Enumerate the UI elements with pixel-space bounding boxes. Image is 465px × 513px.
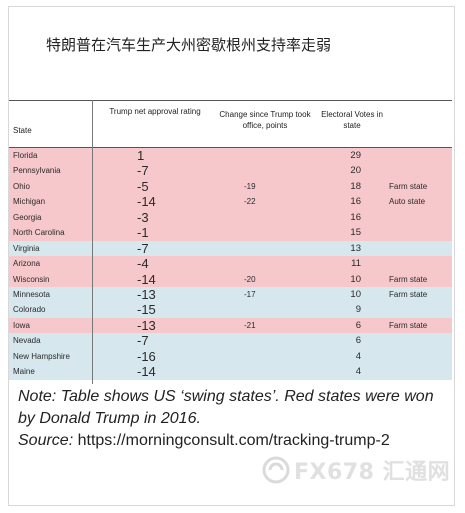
net-approval-cell: -16 — [137, 348, 156, 364]
column-divider — [92, 100, 93, 384]
state-cell: Nevada — [13, 336, 41, 346]
change-cell: -21 — [244, 320, 256, 330]
page-title: 特朗普在汽车生产大州密歇根州支持率走弱 — [46, 36, 332, 54]
source-line: Source: https://morningconsult.com/track… — [18, 430, 438, 452]
electoral-votes-cell: 29 — [350, 150, 361, 161]
state-cell: Colorado — [13, 305, 46, 315]
change-cell: -19 — [244, 181, 256, 191]
net-approval-cell: -14 — [137, 194, 156, 210]
swing-states-table: State Trump net approval rating Change s… — [9, 100, 452, 380]
state-cell: Pennsylvania — [13, 166, 61, 176]
table-row: Michigan -14 -22 16 Auto state — [9, 194, 452, 210]
electoral-votes-cell: 16 — [350, 211, 361, 223]
change-cell: -20 — [244, 274, 256, 284]
electoral-votes-cell: 10 — [350, 288, 361, 300]
state-cell: Maine — [13, 367, 35, 377]
header-state: State — [13, 126, 32, 135]
state-cell: Arizona — [13, 259, 41, 269]
net-approval-cell: -15 — [137, 302, 156, 318]
net-approval-cell: -7 — [137, 333, 149, 349]
net-approval-cell: 1 — [137, 148, 145, 163]
state-note-cell: Farm state — [389, 289, 428, 299]
electoral-votes-cell: 20 — [350, 165, 361, 177]
table-row: Iowa -13 -21 6 Farm state — [9, 317, 452, 334]
state-cell: New Hampshire — [13, 351, 70, 361]
change-cell: -17 — [244, 289, 256, 299]
electoral-votes-cell: 6 — [355, 319, 361, 331]
electoral-votes-cell: 13 — [350, 242, 361, 254]
table-body: Florida 1 29 Pennsylvania -7 20 Ohio -5 -19 18 Far… — [9, 148, 452, 380]
net-approval-cell: -7 — [137, 163, 149, 179]
table-row: Minnesota -13 -17 10 Farm state — [9, 286, 452, 303]
footnote: Note: Table shows US ‘swing states’. Red… — [18, 386, 438, 452]
watermark-text: FX678 汇通网 — [294, 460, 451, 485]
state-note-cell: Farm state — [389, 274, 428, 284]
state-cell: Wisconsin — [13, 274, 50, 284]
note-text: Note: Table shows US ‘swing states’. Red… — [18, 388, 434, 427]
table-row: Nevada -7 6 — [9, 333, 452, 349]
state-cell: Iowa — [13, 320, 30, 330]
table-row: Arizona -4 11 — [9, 256, 452, 272]
table-row: Colorado -15 9 — [9, 302, 452, 318]
net-approval-cell: -13 — [137, 286, 156, 302]
header-net-approval: Trump net approval rating — [109, 107, 201, 116]
state-cell: Georgia — [13, 212, 42, 222]
table-row: Florida 1 29 — [9, 148, 452, 164]
state-cell: Minnesota — [13, 289, 50, 299]
net-approval-cell: -4 — [137, 256, 149, 272]
header-electoral-votes: Electoral Votes in state — [321, 110, 383, 130]
table-row: Wisconsin -14 -20 10 Farm state — [9, 271, 452, 287]
net-approval-cell: -7 — [137, 240, 149, 256]
state-cell: North Carolina — [13, 228, 65, 238]
state-cell: Florida — [13, 151, 38, 160]
fx678-logo-icon — [262, 456, 290, 484]
table-row: Virginia -7 13 — [9, 240, 452, 257]
table-row: Maine -14 4 — [9, 364, 452, 380]
state-cell: Virginia — [13, 243, 40, 253]
electoral-votes-cell: 6 — [355, 335, 361, 347]
electoral-votes-cell: 4 — [355, 366, 361, 378]
net-approval-cell: -5 — [137, 178, 149, 194]
net-approval-cell: -14 — [137, 271, 156, 287]
electoral-votes-cell: 10 — [350, 273, 361, 285]
header-change: Change since Trump took office, points — [219, 110, 311, 130]
source-label: Source: — [18, 432, 74, 449]
source-link[interactable]: https://morningconsult.com/tracking-trum… — [77, 432, 390, 449]
state-cell: Ohio — [13, 181, 30, 191]
net-approval-cell: -1 — [137, 225, 149, 241]
electoral-votes-cell: 11 — [351, 258, 361, 270]
watermark: FX678 汇通网 — [262, 454, 450, 486]
table-row: North Carolina -1 15 — [9, 225, 452, 241]
electoral-votes-cell: 18 — [350, 180, 361, 192]
net-approval-cell: -13 — [137, 317, 156, 333]
state-note-cell: Auto state — [389, 197, 426, 207]
state-cell: Michigan — [13, 197, 46, 207]
electoral-votes-cell: 4 — [355, 350, 361, 362]
table-header: State Trump net approval rating Change s… — [9, 100, 452, 148]
table-row: Pennsylvania -7 20 — [9, 163, 452, 179]
table-row: Ohio -5 -19 18 Farm state — [9, 178, 452, 195]
change-cell: -22 — [244, 197, 256, 207]
state-note-cell: Farm state — [389, 320, 428, 330]
electoral-votes-cell: 9 — [355, 304, 361, 316]
electoral-votes-cell: 15 — [350, 227, 361, 239]
table-row: Georgia -3 16 — [9, 209, 452, 226]
state-note-cell: Farm state — [389, 181, 428, 191]
electoral-votes-cell: 16 — [350, 196, 361, 208]
table-row: New Hampshire -16 4 — [9, 348, 452, 365]
net-approval-cell: -14 — [137, 364, 156, 380]
net-approval-cell: -3 — [137, 209, 149, 225]
